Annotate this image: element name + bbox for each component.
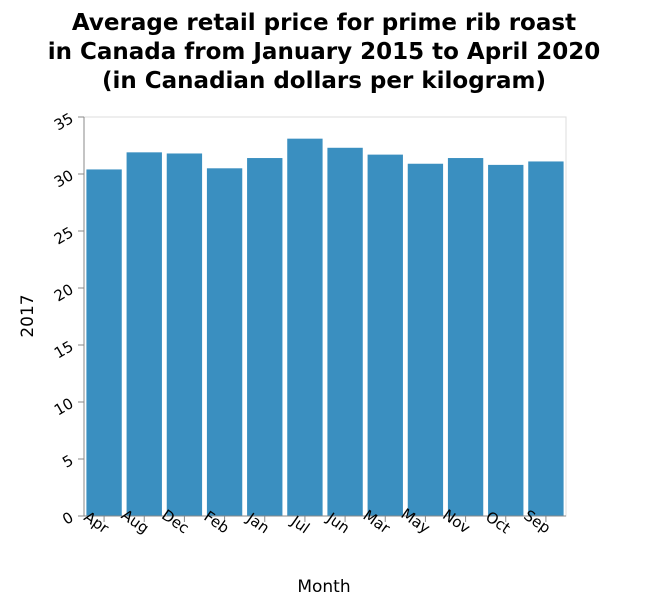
y-tick-label: 25 xyxy=(51,223,77,248)
bar-nov xyxy=(447,158,484,517)
y-tick-label: 30 xyxy=(51,166,77,191)
x-axis-title: Month xyxy=(297,577,350,597)
y-axis-title: 2017 xyxy=(18,294,38,337)
y-tick-label: 20 xyxy=(51,280,77,305)
y-axis: 0 5 10 15 20 25 30 35 xyxy=(51,109,85,529)
bar-dec xyxy=(166,153,203,517)
y-tick-label: 5 xyxy=(59,451,76,471)
bar-oct xyxy=(488,164,524,516)
y-tick-label: 0 xyxy=(59,508,76,528)
bars xyxy=(86,138,564,517)
bar-feb xyxy=(206,168,243,517)
bar-aug xyxy=(126,152,162,516)
y-tick-label: 15 xyxy=(51,337,77,362)
y-tick-label: 10 xyxy=(51,394,77,419)
bar-mar xyxy=(367,154,403,516)
chart-title-line-1: Average retail price for prime rib roast xyxy=(72,10,576,36)
bar-jan xyxy=(247,158,283,517)
bar-may xyxy=(407,163,444,517)
chart-title-line-3: (in Canadian dollars per kilogram) xyxy=(102,68,546,94)
chart-title-line-2: in Canada from January 2015 to April 202… xyxy=(48,39,601,65)
bar-sep xyxy=(528,161,564,516)
bar-apr xyxy=(86,169,122,516)
bar-jun xyxy=(327,147,363,516)
chart-title: Average retail price for prime rib roast… xyxy=(48,10,601,94)
bar-jul xyxy=(287,138,323,516)
y-tick-label: 35 xyxy=(51,109,77,134)
